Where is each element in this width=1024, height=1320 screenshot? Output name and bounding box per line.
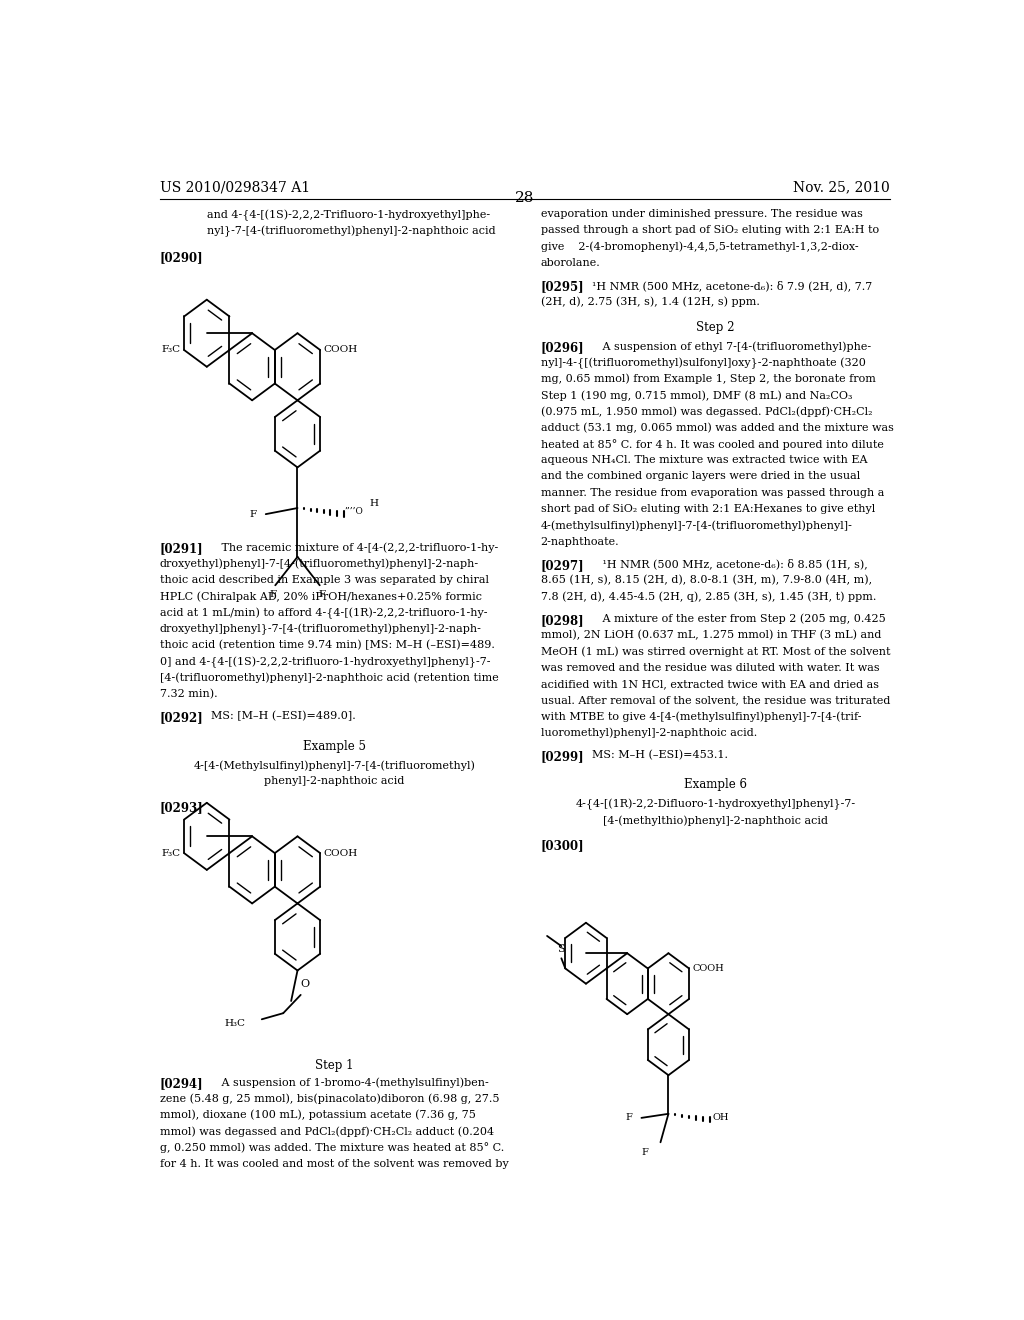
Text: 4-(methylsulfinyl)phenyl]-7-[4-(trifluoromethyl)phenyl]-: 4-(methylsulfinyl)phenyl]-7-[4-(trifluor…	[541, 520, 853, 531]
Text: 4-[4-(Methylsulfinyl)phenyl]-7-[4-(trifluoromethyl): 4-[4-(Methylsulfinyl)phenyl]-7-[4-(trifl…	[194, 760, 475, 771]
Text: [4-(trifluoromethyl)phenyl]-2-naphthoic acid (retention time: [4-(trifluoromethyl)phenyl]-2-naphthoic …	[160, 673, 499, 684]
Text: MS: [M–H (–ESI)=489.0].: MS: [M–H (–ESI)=489.0].	[211, 711, 356, 722]
Text: 0] and 4-{4-[(1S)-2,2,2-trifluoro-1-hydroxyethyl]phenyl}-7-: 0] and 4-{4-[(1S)-2,2,2-trifluoro-1-hydr…	[160, 656, 490, 668]
Text: with MTBE to give 4-[4-(methylsulfinyl)phenyl]-7-[4-(trif-: with MTBE to give 4-[4-(methylsulfinyl)p…	[541, 711, 861, 722]
Text: [0299]: [0299]	[541, 750, 585, 763]
Text: adduct (53.1 mg, 0.065 mmol) was added and the mixture was: adduct (53.1 mg, 0.065 mmol) was added a…	[541, 422, 894, 433]
Text: HPLC (Chiralpak AD, 20% iPrOH/hexanes+0.25% formic: HPLC (Chiralpak AD, 20% iPrOH/hexanes+0.…	[160, 591, 481, 602]
Text: COOH: COOH	[324, 346, 357, 355]
Text: ’’’’O: ’’’’O	[344, 507, 364, 516]
Text: ¹H NMR (500 MHz, acetone-d₆): δ 7.9 (2H, d), 7.7: ¹H NMR (500 MHz, acetone-d₆): δ 7.9 (2H,…	[592, 280, 872, 292]
Text: Step 2: Step 2	[696, 321, 734, 334]
Text: F: F	[249, 510, 256, 519]
Text: and 4-{4-[(1S)-2,2,2-Trifluoro-1-hydroxyethyl]phe-: and 4-{4-[(1S)-2,2,2-Trifluoro-1-hydroxy…	[207, 210, 490, 220]
Text: aborolane.: aborolane.	[541, 257, 600, 268]
Text: mmol), dioxane (100 mL), potassium acetate (7.36 g, 75: mmol), dioxane (100 mL), potassium aceta…	[160, 1110, 475, 1121]
Text: phenyl]-2-naphthoic acid: phenyl]-2-naphthoic acid	[264, 776, 404, 787]
Text: COOH: COOH	[692, 964, 724, 973]
Text: [0294]: [0294]	[160, 1077, 204, 1090]
Text: manner. The residue from evaporation was passed through a: manner. The residue from evaporation was…	[541, 487, 884, 498]
Text: MS: M–H (–ESI)=453.1.: MS: M–H (–ESI)=453.1.	[592, 750, 728, 760]
Text: Nov. 25, 2010: Nov. 25, 2010	[794, 181, 890, 195]
Text: usual. After removal of the solvent, the residue was triturated: usual. After removal of the solvent, the…	[541, 696, 890, 705]
Text: [0291]: [0291]	[160, 543, 204, 556]
Text: The racemic mixture of 4-[4-(2,2,2-trifluoro-1-hy-: The racemic mixture of 4-[4-(2,2,2-trifl…	[211, 543, 499, 553]
Text: droxyethyl)phenyl]-7-[4-(trifluoromethyl)phenyl]-2-naph-: droxyethyl)phenyl]-7-[4-(trifluoromethyl…	[160, 558, 479, 569]
Text: [0300]: [0300]	[541, 840, 585, 853]
Text: [0297]: [0297]	[541, 558, 585, 572]
Text: give    2-(4-bromophenyl)-4,4,5,5-tetramethyl-1,3,2-diox-: give 2-(4-bromophenyl)-4,4,5,5-tetrameth…	[541, 242, 858, 252]
Text: COOH: COOH	[324, 849, 357, 858]
Text: short pad of SiO₂ eluting with 2:1 EA:Hexanes to give ethyl: short pad of SiO₂ eluting with 2:1 EA:He…	[541, 504, 874, 513]
Text: F: F	[626, 1113, 633, 1122]
Text: 7.32 min).: 7.32 min).	[160, 689, 217, 700]
Text: mmol) was degassed and PdCl₂(dppf)·CH₂Cl₂ adduct (0.204: mmol) was degassed and PdCl₂(dppf)·CH₂Cl…	[160, 1126, 494, 1137]
Text: zene (5.48 g, 25 mmol), bis(pinacolato)diboron (6.98 g, 27.5: zene (5.48 g, 25 mmol), bis(pinacolato)d…	[160, 1093, 500, 1104]
Text: Example 5: Example 5	[303, 739, 366, 752]
Text: Step 1 (190 mg, 0.715 mmol), DMF (8 mL) and Na₂CO₃: Step 1 (190 mg, 0.715 mmol), DMF (8 mL) …	[541, 391, 852, 401]
Text: and the combined organic layers were dried in the usual: and the combined organic layers were dri…	[541, 471, 860, 482]
Text: A suspension of ethyl 7-[4-(trifluoromethyl)phe-: A suspension of ethyl 7-[4-(trifluoromet…	[592, 342, 871, 352]
Text: evaporation under diminished pressure. The residue was: evaporation under diminished pressure. T…	[541, 210, 862, 219]
Text: F₃C: F₃C	[162, 346, 181, 355]
Text: luoromethyl)phenyl]-2-naphthoic acid.: luoromethyl)phenyl]-2-naphthoic acid.	[541, 727, 757, 738]
Text: ¹H NMR (500 MHz, acetone-d₆): δ 8.85 (1H, s),: ¹H NMR (500 MHz, acetone-d₆): δ 8.85 (1H…	[592, 558, 868, 570]
Text: [0295]: [0295]	[541, 280, 585, 293]
Text: [4-(methylthio)phenyl]-2-naphthoic acid: [4-(methylthio)phenyl]-2-naphthoic acid	[603, 814, 827, 825]
Text: nyl}-7-[4-(trifluoromethyl)phenyl]-2-naphthoic acid: nyl}-7-[4-(trifluoromethyl)phenyl]-2-nap…	[207, 226, 496, 236]
Text: 2-naphthoate.: 2-naphthoate.	[541, 536, 620, 546]
Text: mmol), 2N LiOH (0.637 mL, 1.275 mmol) in THF (3 mL) and: mmol), 2N LiOH (0.637 mL, 1.275 mmol) in…	[541, 630, 881, 640]
Text: (2H, d), 2.75 (3H, s), 1.4 (12H, s) ppm.: (2H, d), 2.75 (3H, s), 1.4 (12H, s) ppm.	[541, 297, 760, 308]
Text: H₃C: H₃C	[224, 1019, 245, 1028]
Text: [0293]: [0293]	[160, 801, 204, 813]
Text: g, 0.250 mmol) was added. The mixture was heated at 85° C.: g, 0.250 mmol) was added. The mixture wa…	[160, 1142, 504, 1154]
Text: OH: OH	[712, 1113, 728, 1122]
Text: droxyethyl]phenyl}-7-[4-(trifluoromethyl)phenyl]-2-naph-: droxyethyl]phenyl}-7-[4-(trifluoromethyl…	[160, 624, 481, 635]
Text: MeOH (1 mL) was stirred overnight at RT. Most of the solvent: MeOH (1 mL) was stirred overnight at RT.…	[541, 647, 890, 657]
Text: thoic acid (retention time 9.74 min) [MS: M–H (–ESI)=489.: thoic acid (retention time 9.74 min) [MS…	[160, 640, 495, 651]
Text: F: F	[269, 590, 276, 599]
Text: passed through a short pad of SiO₂ eluting with 2:1 EA:H to: passed through a short pad of SiO₂ eluti…	[541, 226, 879, 235]
Text: [0292]: [0292]	[160, 711, 204, 725]
Text: for 4 h. It was cooled and most of the solvent was removed by: for 4 h. It was cooled and most of the s…	[160, 1159, 509, 1168]
Text: Example 6: Example 6	[684, 779, 746, 792]
Text: F: F	[642, 1148, 648, 1156]
Text: [0296]: [0296]	[541, 342, 585, 354]
Text: 7.8 (2H, d), 4.45-4.5 (2H, q), 2.85 (3H, s), 1.45 (3H, t) ppm.: 7.8 (2H, d), 4.45-4.5 (2H, q), 2.85 (3H,…	[541, 591, 877, 602]
Text: A suspension of 1-bromo-4-(methylsulfinyl)ben-: A suspension of 1-bromo-4-(methylsulfiny…	[211, 1077, 489, 1088]
Text: mg, 0.65 mmol) from Example 1, Step 2, the boronate from: mg, 0.65 mmol) from Example 1, Step 2, t…	[541, 374, 876, 384]
Text: (0.975 mL, 1.950 mmol) was degassed. PdCl₂(dppf)·CH₂Cl₂: (0.975 mL, 1.950 mmol) was degassed. PdC…	[541, 407, 872, 417]
Text: S: S	[557, 944, 565, 954]
Text: Step 1: Step 1	[315, 1059, 353, 1072]
Text: acidified with 1N HCl, extracted twice with EA and dried as: acidified with 1N HCl, extracted twice w…	[541, 678, 879, 689]
Text: 8.65 (1H, s), 8.15 (2H, d), 8.0-8.1 (3H, m), 7.9-8.0 (4H, m),: 8.65 (1H, s), 8.15 (2H, d), 8.0-8.1 (3H,…	[541, 576, 871, 586]
Text: nyl]-4-{[(trifluoromethyl)sulfonyl]oxy}-2-naphthoate (320: nyl]-4-{[(trifluoromethyl)sulfonyl]oxy}-…	[541, 358, 865, 370]
Text: was removed and the residue was diluted with water. It was: was removed and the residue was diluted …	[541, 663, 880, 672]
Text: [0298]: [0298]	[541, 614, 585, 627]
Text: 28: 28	[515, 191, 535, 205]
Text: F₃C: F₃C	[162, 849, 181, 858]
Text: O: O	[301, 979, 310, 989]
Text: aqueous NH₄Cl. The mixture was extracted twice with EA: aqueous NH₄Cl. The mixture was extracted…	[541, 455, 867, 465]
Text: A mixture of the ester from Step 2 (205 mg, 0.425: A mixture of the ester from Step 2 (205 …	[592, 614, 886, 624]
Text: [0290]: [0290]	[160, 252, 204, 264]
Text: thoic acid described in Example 3 was separated by chiral: thoic acid described in Example 3 was se…	[160, 576, 488, 585]
Text: heated at 85° C. for 4 h. It was cooled and poured into dilute: heated at 85° C. for 4 h. It was cooled …	[541, 440, 884, 450]
Text: H: H	[370, 499, 379, 508]
Text: F: F	[318, 590, 326, 599]
Text: 4-{4-[(1R)-2,2-Difluoro-1-hydroxyethyl]phenyl}-7-: 4-{4-[(1R)-2,2-Difluoro-1-hydroxyethyl]p…	[575, 799, 855, 810]
Text: US 2010/0298347 A1: US 2010/0298347 A1	[160, 181, 310, 195]
Text: acid at 1 mL/min) to afford 4-{4-[(1R)-2,2,2-trifluoro-1-hy-: acid at 1 mL/min) to afford 4-{4-[(1R)-2…	[160, 607, 487, 619]
